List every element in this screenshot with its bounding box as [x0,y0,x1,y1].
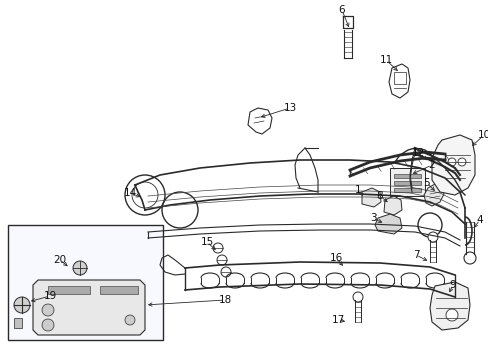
Text: 12: 12 [410,148,424,158]
Polygon shape [33,280,145,335]
Text: 15: 15 [200,237,213,247]
Circle shape [352,292,362,302]
Text: 3: 3 [369,213,376,223]
Polygon shape [393,188,420,192]
Polygon shape [389,168,424,196]
Text: 4: 4 [476,215,482,225]
Polygon shape [100,286,138,294]
Circle shape [213,243,223,253]
Text: 10: 10 [476,130,488,140]
Polygon shape [383,196,401,215]
Text: 5: 5 [423,178,429,188]
Text: 6: 6 [338,5,345,15]
Polygon shape [14,318,22,328]
Text: 8: 8 [376,191,383,201]
Circle shape [14,297,30,313]
Circle shape [445,309,457,321]
Text: 9: 9 [449,280,455,290]
Text: 18: 18 [218,295,231,305]
Polygon shape [429,282,469,330]
Circle shape [463,252,475,264]
Polygon shape [393,174,420,178]
Polygon shape [423,184,443,206]
Circle shape [221,267,230,277]
Polygon shape [361,188,380,207]
Circle shape [447,158,455,166]
Text: 17: 17 [331,315,344,325]
Polygon shape [393,181,420,185]
Polygon shape [374,214,401,234]
Circle shape [73,261,87,275]
Text: 1: 1 [354,185,361,195]
Text: 11: 11 [379,55,392,65]
Text: 14: 14 [123,188,136,198]
Circle shape [427,232,437,242]
Polygon shape [431,135,474,195]
Text: 13: 13 [283,103,296,113]
Polygon shape [48,286,90,294]
Text: 19: 19 [43,291,57,301]
Circle shape [457,158,465,166]
Circle shape [42,304,54,316]
Circle shape [42,319,54,331]
Text: 16: 16 [329,253,342,263]
Text: 20: 20 [53,255,66,265]
Circle shape [217,255,226,265]
Bar [8,225,163,340]
Text: 7: 7 [412,250,418,260]
Circle shape [125,315,135,325]
Text: 2: 2 [428,160,434,170]
